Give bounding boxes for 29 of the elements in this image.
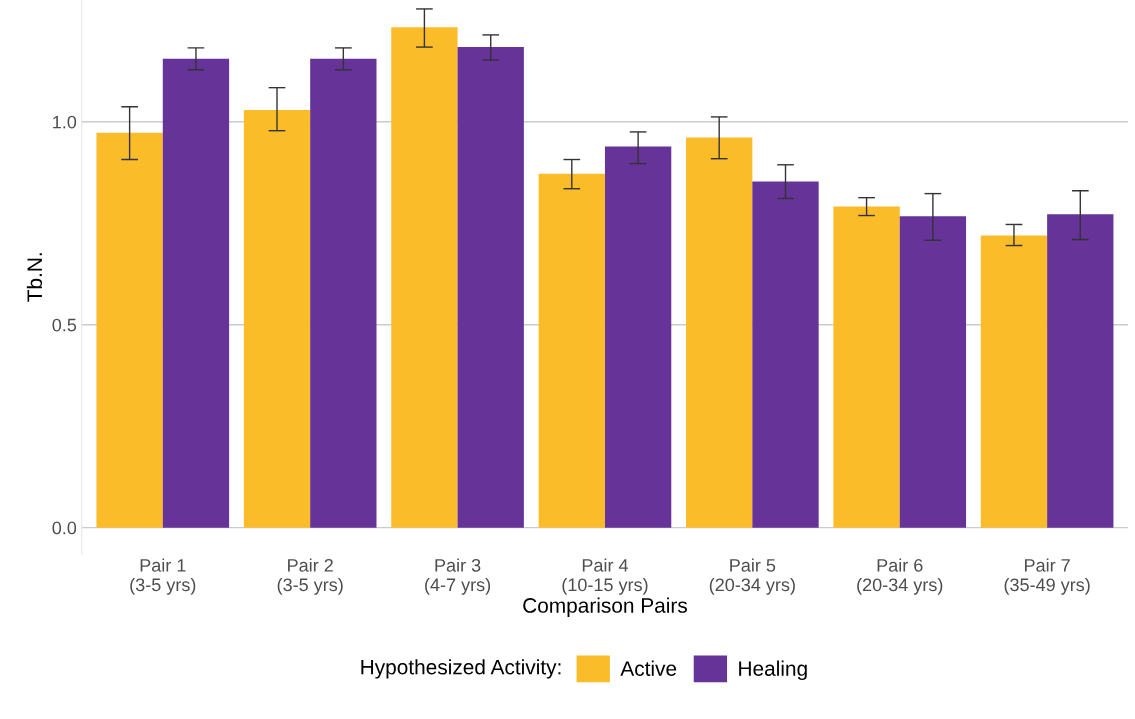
x-tick-label: Pair 6 (20-34 yrs) bbox=[857, 558, 943, 595]
y-tick-label: 0.5 bbox=[52, 318, 77, 332]
bar bbox=[686, 137, 753, 528]
legend-label: Active bbox=[620, 660, 677, 676]
bar bbox=[833, 206, 900, 528]
x-tick-label: Pair 4 (10-15 yrs) bbox=[562, 558, 648, 595]
y-tick-label: 1.0 bbox=[53, 115, 77, 129]
bar bbox=[604, 146, 672, 528]
x-axis-title: Comparison Pairs bbox=[523, 597, 687, 617]
bar bbox=[310, 58, 377, 528]
x-tick-label: Pair 7 (35-49 yrs) bbox=[1004, 558, 1090, 595]
x-tick-label: Pair 2 (3-5 yrs) bbox=[277, 558, 343, 595]
y-tick-label: 0.0 bbox=[52, 521, 77, 535]
bar bbox=[1047, 214, 1114, 528]
bar bbox=[243, 110, 311, 528]
legend-label: Healing bbox=[739, 660, 807, 681]
bar bbox=[752, 181, 819, 528]
x-tick-label: Pair 5 (20-34 yrs) bbox=[709, 558, 795, 595]
bar bbox=[391, 27, 458, 528]
legend-title: Hypothesized Activity: bbox=[361, 659, 561, 679]
x-tick-label: Pair 1 (3-5 yrs) bbox=[130, 558, 196, 595]
bar bbox=[538, 173, 605, 528]
y-axis-title: Tb.N. bbox=[26, 253, 43, 302]
bar bbox=[457, 47, 524, 528]
x-tick-label: Pair 3 (4-7 yrs) bbox=[425, 558, 491, 595]
bar bbox=[980, 235, 1048, 528]
bar bbox=[899, 216, 967, 528]
bar bbox=[162, 58, 230, 528]
bar bbox=[96, 132, 163, 528]
